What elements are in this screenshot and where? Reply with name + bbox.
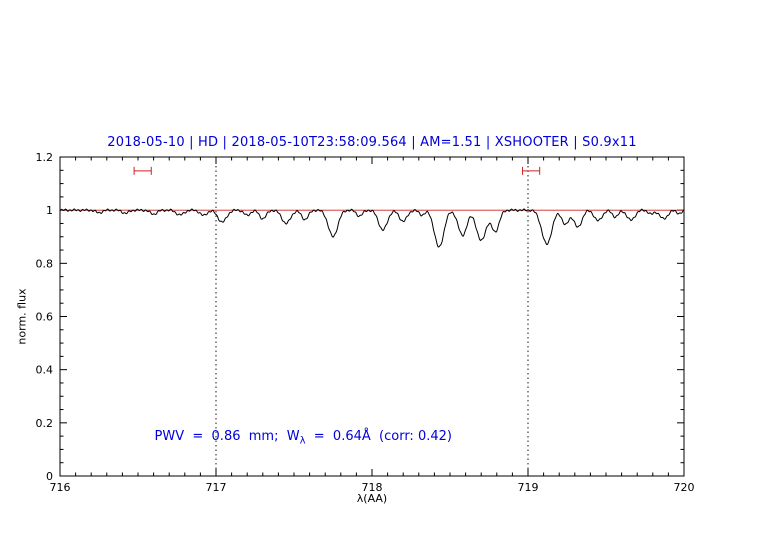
pwv-annotation-post: = 0.64Å (corr: 0.42) <box>305 429 452 444</box>
y-tick-label: 0.8 <box>36 257 54 270</box>
y-tick-label: 1 <box>46 204 53 217</box>
x-axis-label: λ(AA) <box>356 492 388 505</box>
x-tick-label: 717 <box>206 481 227 494</box>
y-axis-label: norm. flux <box>15 288 29 345</box>
pwv-annotation-pre: PWV = 0.86 mm; W <box>154 429 300 444</box>
y-tick-label: 0.4 <box>36 364 54 377</box>
plot-title: 2018-05-10 | HD | 2018-05-10T23:58:09.56… <box>107 135 637 150</box>
x-tick-label: 718 <box>362 481 383 494</box>
tick-labels: 716 717 718 719 720 0 0.2 0.4 0.6 0.8 1 1.2 <box>36 151 695 494</box>
x-tick-label: 716 <box>50 481 71 494</box>
y-tick-label: 0.2 <box>36 417 54 430</box>
axes-frame <box>59 156 685 477</box>
range-markers <box>133 166 541 175</box>
pwv-annotation: PWV = 0.86 mm; Wλ = 0.64Å (corr: 0.42) <box>138 414 452 462</box>
y-tick-label: 0 <box>46 470 53 483</box>
y-tick-label: 1.2 <box>36 151 54 164</box>
y-tick-label: 0.6 <box>36 311 54 324</box>
spectrum-line <box>59 208 685 248</box>
pwv-annotation-sub: λ <box>299 435 306 447</box>
spectrum-series <box>59 208 685 248</box>
x-tick-label: 720 <box>674 481 695 494</box>
grid-lines <box>215 157 529 476</box>
x-tick-label: 719 <box>518 481 539 494</box>
